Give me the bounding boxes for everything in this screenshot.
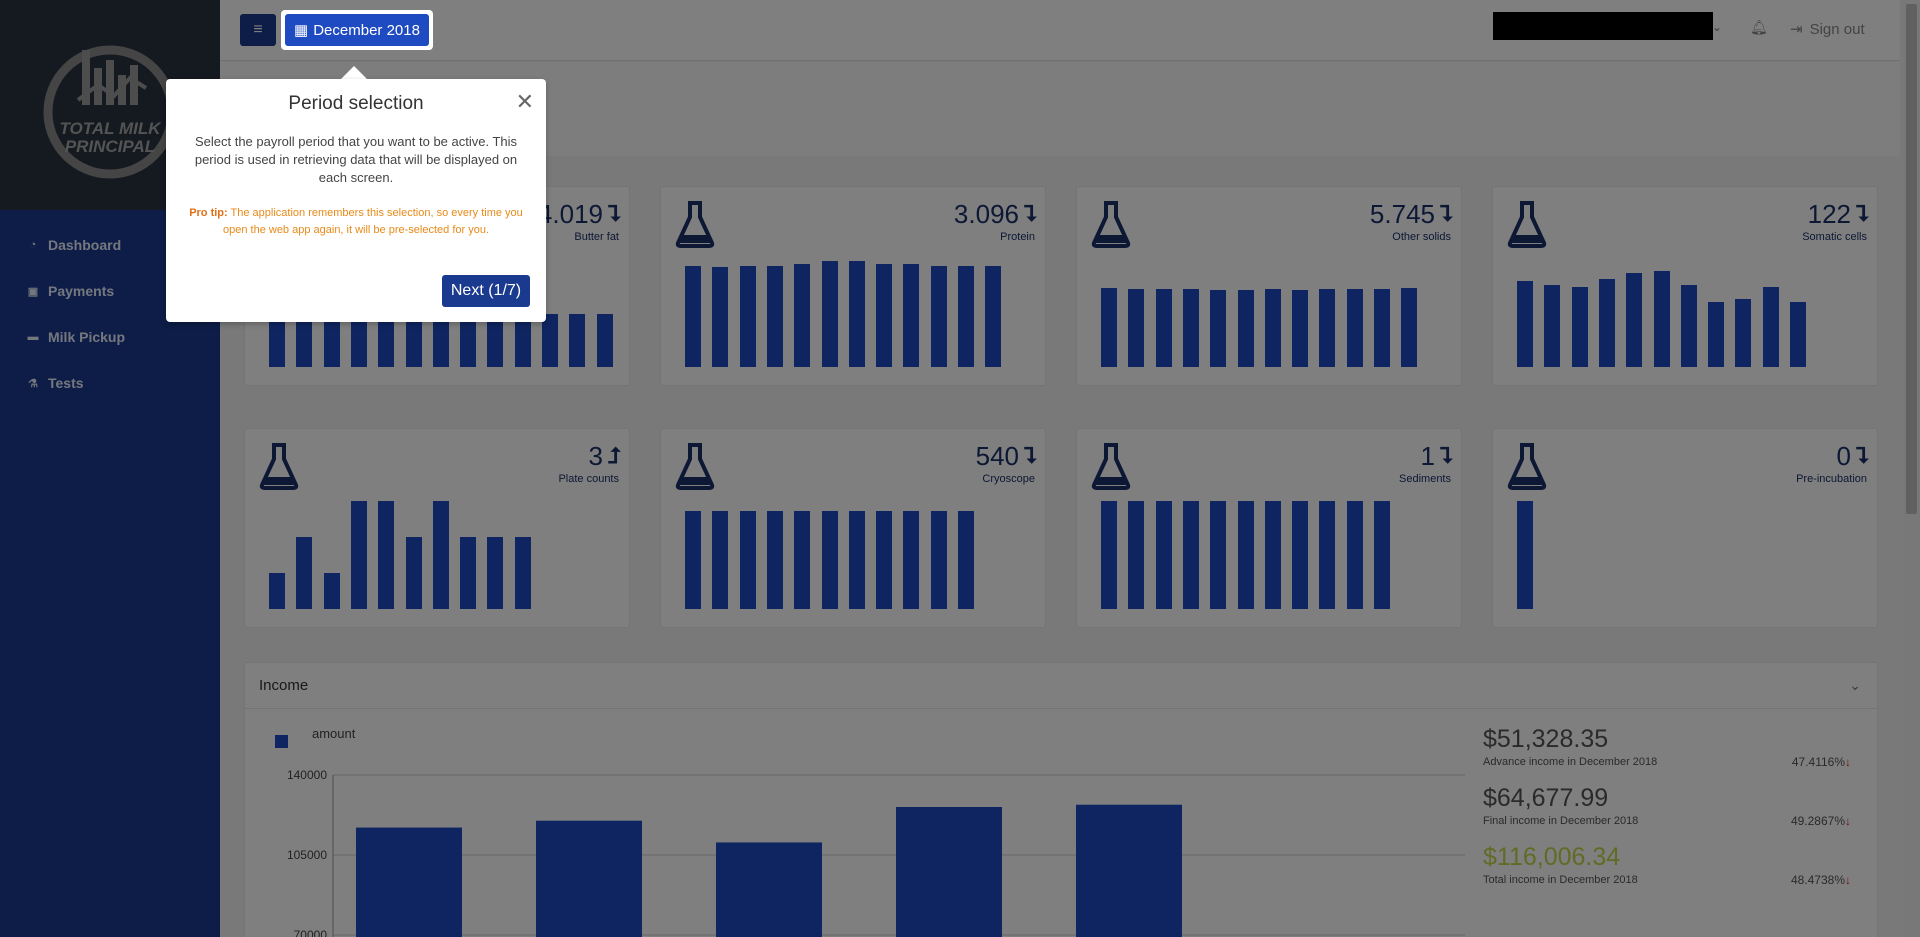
close-icon[interactable]: ✕	[515, 89, 534, 114]
tour-popover: Period selection ✕ Select the payroll pe…	[166, 79, 546, 322]
tip-text: The application remembers this selection…	[223, 207, 523, 236]
popover-body: Select the payroll period that you want …	[194, 134, 518, 185]
period-label: December 2018	[313, 21, 420, 39]
popover-arrow	[340, 66, 368, 80]
calendar-icon: ▦	[294, 22, 309, 39]
popover-title: Period selection	[288, 93, 424, 114]
next-button[interactable]: Next (1/7)	[442, 275, 530, 307]
period-select-inner: ▦ December 2018	[285, 14, 429, 46]
tip-label: Pro tip:	[189, 207, 228, 219]
period-select-button[interactable]: ▦ December 2018	[281, 10, 433, 50]
popover-tip: Pro tip: The application remembers this …	[186, 205, 526, 239]
